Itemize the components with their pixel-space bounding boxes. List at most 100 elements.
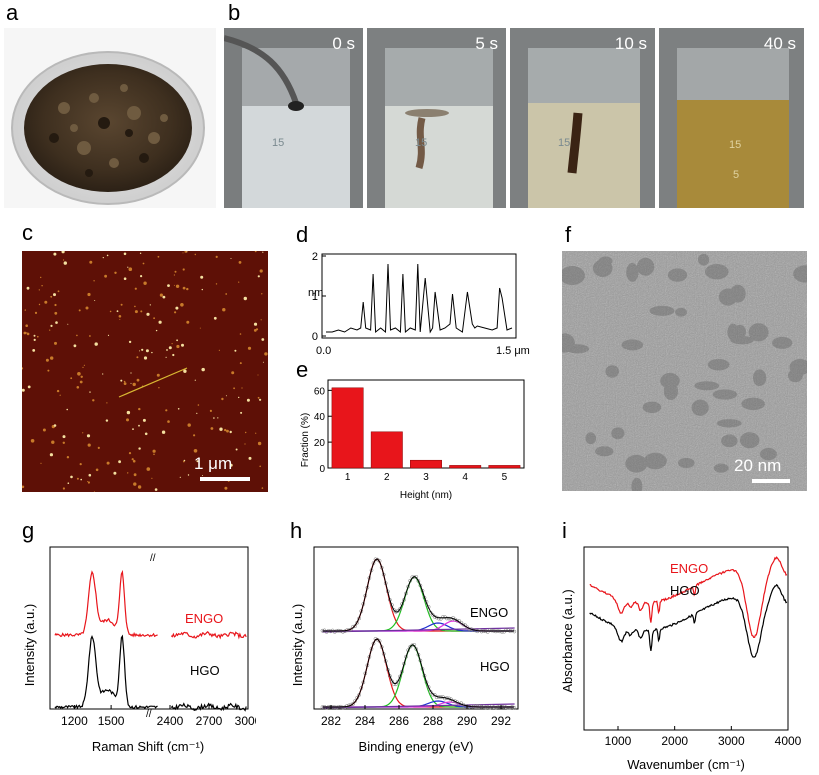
tem-particle xyxy=(675,307,687,317)
afm-particle xyxy=(120,379,123,382)
beaker-photo-40s: 15 5 40 s xyxy=(659,28,804,208)
tem-particle xyxy=(772,336,793,349)
tem-particle xyxy=(733,324,746,339)
afm-particle xyxy=(139,252,142,254)
xps-data-point xyxy=(506,628,510,633)
xps-data-point xyxy=(500,629,504,634)
tem-particle xyxy=(562,333,575,353)
afm-particle xyxy=(128,452,132,455)
afm-particle xyxy=(140,310,143,313)
afm-particle xyxy=(257,275,260,278)
xps-data-point xyxy=(438,616,443,621)
engo-spectrum xyxy=(54,569,247,640)
ftir-chart: Absorbance (a.u.) ENGO HGO 1000 2000 3000 4… xyxy=(560,546,802,772)
afm-particle xyxy=(134,310,138,314)
afm-particle xyxy=(261,487,264,489)
tem-particle xyxy=(716,419,742,428)
afm-particle xyxy=(126,418,129,422)
beaker-illustration: 15 xyxy=(510,28,655,208)
afm-particle xyxy=(89,391,91,393)
afm-particle xyxy=(118,315,122,318)
afm-particle xyxy=(23,331,27,335)
afm-particle xyxy=(261,293,263,295)
xps-data-point xyxy=(479,629,484,634)
height-histogram-chart: Fraction (%) 0 20 40 60 1 2 3 4 5 Height (nm) xyxy=(300,379,525,500)
afm-particle xyxy=(152,449,156,453)
x-tick-label: 292 xyxy=(491,714,511,728)
afm-particle xyxy=(158,320,162,324)
x-tick-label: 284 xyxy=(355,714,375,728)
afm-particle xyxy=(42,428,46,432)
afm-particle xyxy=(86,434,91,438)
afm-particle xyxy=(140,275,143,278)
tem-particle xyxy=(605,365,619,378)
y-axis-label: nm xyxy=(308,287,323,299)
afm-particle xyxy=(201,367,205,372)
panel-label-i: i xyxy=(562,518,567,543)
hgo-legend: HGO xyxy=(480,659,510,674)
tem-particle xyxy=(727,323,739,341)
tem-particle xyxy=(626,263,639,282)
afm-particle xyxy=(123,252,127,256)
engo-legend: ENGO xyxy=(185,611,223,626)
afm-particle xyxy=(102,257,104,259)
afm-particle xyxy=(174,270,177,273)
xps-data-point xyxy=(481,704,486,709)
tem-particle xyxy=(642,401,662,413)
x-tick-label: 1200 xyxy=(61,714,88,728)
xps-data-point xyxy=(477,704,482,708)
afm-particle xyxy=(82,366,84,368)
afm-particle xyxy=(186,320,190,324)
x-tick-label: 1500 xyxy=(98,714,125,728)
x-tick-label: 288 xyxy=(423,714,443,728)
afm-particle xyxy=(106,402,108,404)
afm-particle xyxy=(73,344,77,348)
afm-particle xyxy=(50,356,54,360)
afm-particle xyxy=(166,349,168,351)
xps-baseline xyxy=(322,627,515,633)
afm-particle xyxy=(102,373,104,375)
x-tick-label: 2000 xyxy=(661,734,688,748)
afm-particle xyxy=(180,303,184,307)
afm-particle xyxy=(132,459,136,463)
afm-particle xyxy=(141,348,144,351)
afm-particle xyxy=(186,287,189,291)
xps-data-point xyxy=(406,584,411,589)
afm-particle xyxy=(89,335,91,337)
tem-particle xyxy=(663,382,678,400)
afm-particle xyxy=(130,372,132,374)
afm-particle xyxy=(209,409,212,412)
afm-particle xyxy=(145,349,149,353)
afm-particle xyxy=(87,443,91,447)
afm-particle xyxy=(222,308,226,312)
afm-particle xyxy=(76,386,80,389)
tem-particle xyxy=(721,434,738,448)
xps-data-point xyxy=(445,616,449,621)
histogram-bar xyxy=(449,465,482,469)
xps-data-point xyxy=(489,704,494,709)
tem-image: 20 nm xyxy=(562,251,807,491)
tem-particle xyxy=(598,256,613,266)
hgo-legend: HGO xyxy=(190,663,220,678)
afm-particle xyxy=(105,419,109,422)
tem-particle xyxy=(631,477,643,491)
xps-component xyxy=(322,576,513,632)
afm-particle xyxy=(97,446,100,449)
y-axis-label: Intensity (a.u.) xyxy=(22,604,37,686)
time-label: 0 s xyxy=(332,34,355,53)
scale-bar xyxy=(200,477,250,481)
afm-particle xyxy=(106,461,110,465)
x-tick-label: 0.0 xyxy=(316,345,331,357)
afm-particle xyxy=(61,251,65,254)
afm-particle xyxy=(151,351,153,354)
raman-chart: Intensity (a.u.) // // ENGO HGO 1200 1500… xyxy=(22,546,256,754)
afm-particle xyxy=(136,378,140,382)
hgo-spectrum xyxy=(589,583,788,658)
afm-particle xyxy=(32,349,36,352)
afm-particle xyxy=(182,252,184,254)
afm-particle xyxy=(94,342,98,346)
afm-particle xyxy=(224,428,227,432)
panel-label-g: g xyxy=(22,518,35,543)
x-tick-label: 4000 xyxy=(775,734,802,748)
x-tick-label: 282 xyxy=(321,714,341,728)
